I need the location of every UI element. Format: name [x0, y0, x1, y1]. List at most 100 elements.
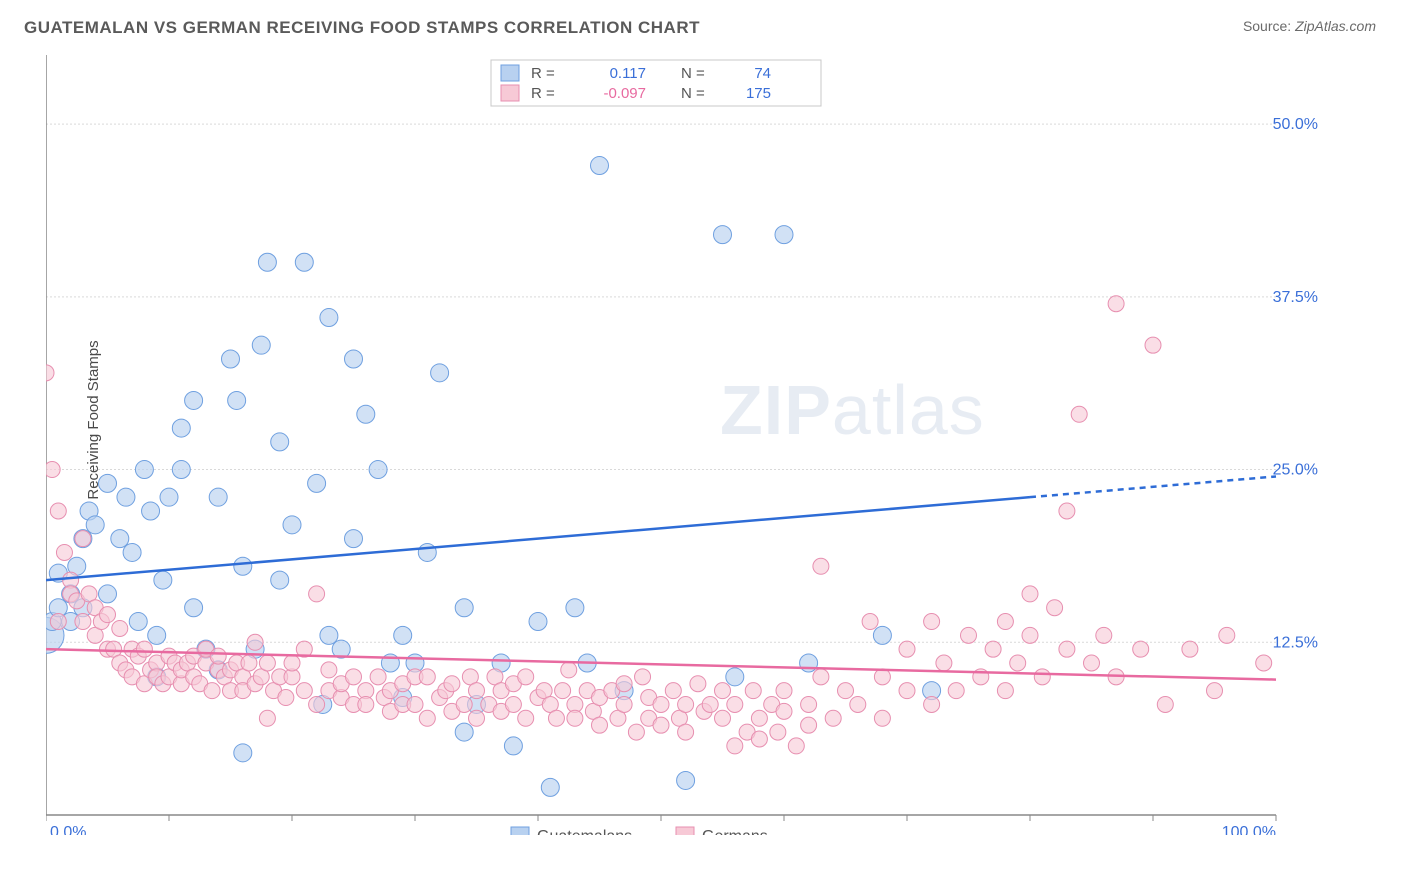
source-attribution: Source: ZipAtlas.com [1243, 18, 1376, 34]
source-value: ZipAtlas.com [1295, 18, 1376, 34]
data-point [677, 771, 695, 789]
scatter-plot-svg: 12.5%25.0%37.5%50.0%R =0.117N =74R =-0.0… [46, 55, 1326, 835]
data-point [185, 391, 203, 409]
data-point [745, 683, 761, 699]
data-point [776, 683, 792, 699]
data-point [407, 696, 423, 712]
data-point [1047, 600, 1063, 616]
data-point [278, 690, 294, 706]
data-point [320, 626, 338, 644]
data-point [234, 557, 252, 575]
data-point [1207, 683, 1223, 699]
data-point [678, 724, 694, 740]
data-point [345, 530, 363, 548]
data-point [770, 724, 786, 740]
data-point [431, 364, 449, 382]
y-tick-label: 37.5% [1273, 289, 1318, 306]
data-point [135, 461, 153, 479]
data-point [591, 157, 609, 175]
legend-n-value: 175 [746, 85, 771, 102]
data-point [247, 634, 263, 650]
data-point [455, 599, 473, 617]
data-point [50, 614, 66, 630]
data-point [961, 627, 977, 643]
data-point [296, 683, 312, 699]
data-point [1256, 655, 1272, 671]
data-point [455, 723, 473, 741]
data-point [997, 614, 1013, 630]
data-point [271, 571, 289, 589]
data-point [117, 488, 135, 506]
data-point [726, 668, 744, 686]
data-point [801, 696, 817, 712]
data-point [111, 530, 129, 548]
data-point [309, 696, 325, 712]
data-point [1219, 627, 1235, 643]
bottom-legend-label: Guatemalans [537, 828, 632, 835]
data-point [295, 253, 313, 271]
data-point [1108, 296, 1124, 312]
data-point [1096, 627, 1112, 643]
data-point [357, 405, 375, 423]
data-point [555, 683, 571, 699]
bottom-legend-swatch [676, 827, 694, 835]
legend-r-value: 0.117 [610, 65, 646, 82]
data-point [271, 433, 289, 451]
data-point [505, 696, 521, 712]
data-point [899, 641, 915, 657]
data-point [874, 710, 890, 726]
data-point [345, 350, 363, 368]
data-point [320, 309, 338, 327]
y-tick-label: 50.0% [1273, 116, 1318, 133]
data-point [924, 696, 940, 712]
data-point [284, 655, 300, 671]
data-point [678, 696, 694, 712]
data-point [813, 558, 829, 574]
bottom-legend-swatch [511, 827, 529, 835]
data-point [801, 717, 817, 733]
data-point [702, 696, 718, 712]
data-point [813, 669, 829, 685]
data-point [50, 503, 66, 519]
data-point [444, 676, 460, 692]
data-point [751, 710, 767, 726]
data-point [653, 696, 669, 712]
data-point [616, 696, 632, 712]
data-point [228, 391, 246, 409]
data-point [1182, 641, 1198, 657]
data-point [46, 462, 60, 478]
data-point [160, 488, 178, 506]
data-point [628, 724, 644, 740]
data-point [1034, 669, 1050, 685]
data-point [100, 607, 116, 623]
bottom-legend-label: Germans [702, 828, 768, 835]
data-point [566, 599, 584, 617]
data-point [1059, 641, 1075, 657]
data-point [259, 655, 275, 671]
data-point [751, 731, 767, 747]
legend-r-label: R = [531, 85, 555, 102]
data-point [259, 710, 275, 726]
data-point [456, 696, 472, 712]
data-point [222, 350, 240, 368]
data-point [419, 669, 435, 685]
chart-title: GUATEMALAN VS GERMAN RECEIVING FOOD STAM… [24, 18, 700, 38]
data-point [1157, 696, 1173, 712]
data-point [142, 502, 160, 520]
data-point [123, 543, 141, 561]
data-point [715, 710, 731, 726]
data-point [936, 655, 952, 671]
data-point [788, 738, 804, 754]
data-point [148, 626, 166, 644]
data-point [665, 683, 681, 699]
data-point [653, 717, 669, 733]
data-point [825, 710, 841, 726]
data-point [567, 710, 583, 726]
data-point [99, 585, 117, 603]
data-point [775, 226, 793, 244]
data-point [504, 737, 522, 755]
data-point [862, 614, 878, 630]
data-point [715, 683, 731, 699]
legend-r-label: R = [531, 65, 555, 82]
data-point [154, 571, 172, 589]
